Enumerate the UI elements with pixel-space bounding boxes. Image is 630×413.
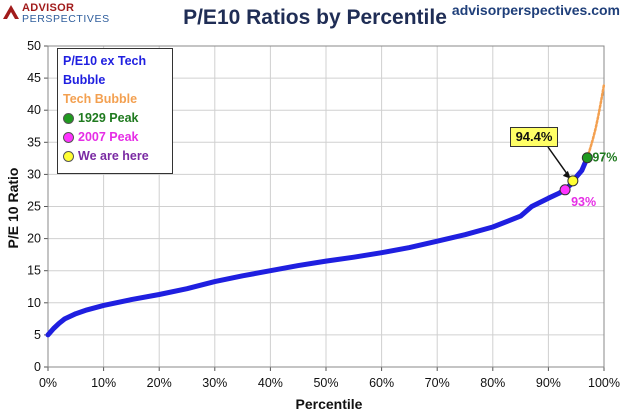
x-tick-label: 20% [147, 376, 172, 390]
legend-item-2007: 2007 Peak [63, 128, 167, 147]
site-url: advisorperspectives.com [451, 2, 620, 18]
legend: P/E10 ex Tech Bubble Tech Bubble 1929 Pe… [57, 48, 173, 174]
label-1929-peak: 97% [592, 151, 617, 165]
x-tick-label: 0% [39, 376, 57, 390]
y-tick-label: 5 [34, 328, 41, 342]
legend-label-2007: 2007 Peak [78, 130, 139, 144]
logo-mark-icon [3, 5, 19, 19]
yellow-dot-icon [63, 151, 74, 162]
x-tick-label: 40% [258, 376, 283, 390]
y-tick-label: 45 [27, 71, 41, 85]
x-tick-label: 80% [480, 376, 505, 390]
advisor-perspectives-logo: ADVISOR PERSPECTIVES [2, 2, 109, 25]
label-2007-peak: 93% [571, 195, 596, 209]
ex-tech-line [45, 155, 590, 338]
marker-2007-peak [559, 184, 571, 196]
legend-item-current: We are here [63, 147, 167, 166]
legend-item-ex-tech: P/E10 ex Tech Bubble [63, 52, 167, 90]
y-tick-label: 20 [27, 232, 41, 246]
y-tick-label: 0 [34, 360, 41, 374]
green-dot-icon [63, 113, 74, 124]
magenta-dot-icon [63, 132, 74, 143]
x-tick-label: 10% [91, 376, 116, 390]
chart-title: P/E10 Ratios by Percentile [183, 6, 447, 29]
legend-label-tech-bubble: Tech Bubble [63, 92, 138, 106]
x-tick-label: 90% [536, 376, 561, 390]
y-tick-label: 15 [27, 264, 41, 278]
y-axis-label: P/E 10 Ratio [5, 168, 21, 249]
current-percentile-callout: 94.4% [510, 127, 558, 147]
logo-line1: ADVISOR [22, 2, 75, 14]
x-tick-label: 50% [313, 376, 338, 390]
plot-frame [47, 45, 605, 368]
legend-label-1929: 1929 Peak [78, 111, 139, 125]
x-tick-label: 70% [425, 376, 450, 390]
legend-label-ex-tech: P/E10 ex Tech Bubble [63, 54, 147, 87]
x-tick-label: 30% [202, 376, 227, 390]
tech-bubble-line [586, 83, 606, 159]
callout-arrow-head-icon [562, 170, 571, 179]
y-tick-label: 30 [27, 167, 41, 181]
legend-item-tech-bubble: Tech Bubble [63, 90, 167, 109]
legend-item-1929: 1929 Peak [63, 109, 167, 128]
y-tick-label: 25 [27, 200, 41, 214]
y-tick-label: 35 [27, 135, 41, 149]
y-tick-label: 50 [27, 39, 41, 53]
marker-current [567, 175, 579, 187]
marker-1929-peak [581, 152, 593, 164]
x-tick-label: 100% [588, 376, 620, 390]
legend-label-current: We are here [78, 149, 149, 163]
x-tick-label: 60% [369, 376, 394, 390]
x-axis-label: Percentile [296, 396, 363, 412]
logo-line2: PERSPECTIVES [22, 13, 110, 25]
y-tick-label: 10 [27, 296, 41, 310]
y-tick-label: 40 [27, 103, 41, 117]
